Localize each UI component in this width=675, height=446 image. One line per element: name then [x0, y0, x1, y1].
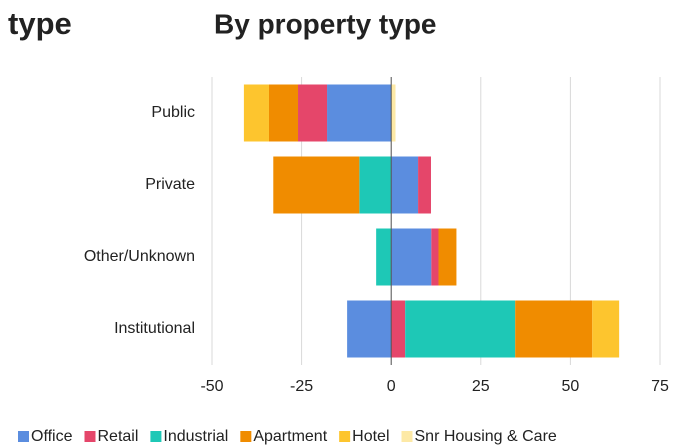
legend-swatch — [339, 431, 351, 442]
x-tick-label: 25 — [472, 378, 490, 395]
x-tick-label: -50 — [200, 378, 223, 395]
bar — [243, 84, 269, 142]
bar — [431, 228, 439, 286]
legend-label: Apartment — [253, 428, 327, 445]
x-tick-label: 50 — [562, 378, 580, 395]
legend-label: Retail — [98, 428, 139, 445]
side-title: type — [8, 6, 72, 41]
legend-label: Snr Housing & Care — [415, 428, 557, 445]
legend-label: Office — [31, 428, 73, 445]
legend-swatch — [18, 431, 29, 442]
bar — [438, 228, 457, 286]
bar — [405, 300, 516, 358]
legend-swatch — [240, 431, 252, 442]
bar — [391, 228, 432, 286]
x-tick-label: 75 — [651, 378, 669, 395]
y-tick-label: Public — [151, 104, 195, 121]
y-tick-label: Private — [145, 176, 195, 193]
bar — [515, 300, 593, 358]
bar — [592, 300, 620, 358]
bar — [359, 156, 392, 214]
x-tick-label: 0 — [387, 378, 396, 395]
y-tick-label: Institutional — [114, 320, 195, 337]
legend-swatch — [150, 431, 162, 442]
bar — [376, 228, 392, 286]
bar — [391, 84, 396, 142]
bar — [327, 84, 392, 142]
legend-label: Industrial — [163, 428, 228, 445]
bar — [347, 300, 392, 358]
x-tick-label: -25 — [290, 378, 313, 395]
chart-title: By property type — [214, 8, 437, 39]
bar — [298, 84, 328, 142]
bar — [268, 84, 299, 142]
legend-swatch — [84, 431, 96, 442]
bar — [391, 156, 419, 214]
legend-swatch — [401, 431, 413, 442]
y-tick-label: Other/Unknown — [84, 248, 195, 265]
bar — [418, 156, 431, 214]
bar — [391, 300, 406, 358]
legend-label: Hotel — [352, 428, 389, 445]
bar — [273, 156, 360, 214]
